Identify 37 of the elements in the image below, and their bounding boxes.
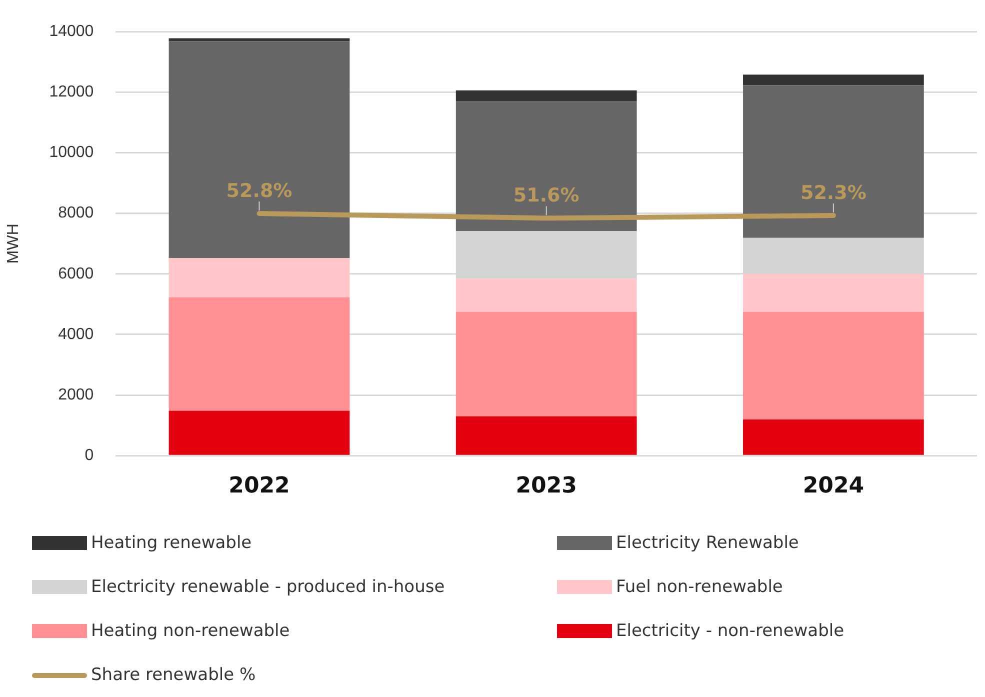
legend-label: Heating non-renewable [91, 621, 290, 641]
y-tick-label: 10000 [49, 144, 94, 162]
bar [743, 312, 924, 420]
bar [456, 312, 637, 416]
bar [743, 85, 924, 238]
bar [456, 90, 637, 101]
y-tick-label: 12000 [49, 84, 94, 101]
bar [743, 74, 924, 86]
legend-label: Electricity Renewable [616, 533, 799, 553]
x-tick-label: 2022 [228, 474, 290, 499]
legend-label: Electricity - non-renewable [616, 621, 844, 641]
bar [743, 274, 924, 312]
bar [168, 297, 350, 411]
y-tick-label: 0 [84, 447, 94, 464]
y-tick-label: 6000 [58, 265, 94, 282]
bar [168, 258, 350, 298]
bar [456, 100, 637, 232]
legend-label: Heating renewable [91, 533, 252, 553]
bar [456, 416, 637, 455]
data-label: 52.3% [800, 182, 866, 204]
bar [456, 278, 637, 312]
y-tick-label: 4000 [58, 326, 94, 343]
legend-label: Electricity renewable - produced in-house [91, 577, 445, 597]
data-label: 52.8% [226, 180, 292, 202]
legend-label: Fuel non-renewable [616, 577, 783, 597]
bar [168, 38, 350, 42]
legend-label: Share renewable % [91, 665, 256, 685]
bar [168, 410, 350, 455]
x-tick-label: 2023 [516, 474, 577, 499]
x-tick-label: 2024 [802, 474, 864, 499]
y-tick-label: 14000 [49, 23, 94, 40]
bar [168, 41, 350, 258]
y-axis-title: MWH [5, 224, 22, 264]
data-label: 51.6% [513, 184, 580, 207]
y-tick-label: 2000 [58, 386, 94, 404]
bar [743, 420, 924, 455]
y-tick-label: 8000 [58, 204, 94, 222]
